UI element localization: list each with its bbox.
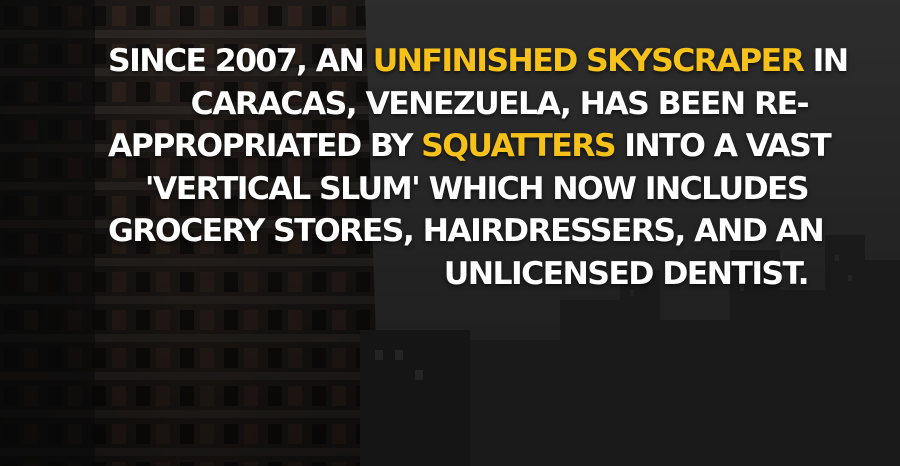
fact-caption: SINCE 2007, AN UNFINISHED SKYSCRAPER IN …	[108, 40, 849, 295]
caption-line-6: UNLICENSED DENTIST.	[443, 255, 810, 292]
distant-skyline	[470, 235, 900, 466]
caption-line-2: CARACAS, VENEZUELA, HAS BEEN RE-	[190, 85, 810, 122]
highlight-squatters: SQUATTERS	[421, 128, 616, 164]
caption-line-4: 'VERTICAL SLUM' WHICH NOW INCLUDES	[144, 170, 810, 207]
caption-line-3: APPROPRIATED BY SQUATTERS INTO A VAST	[108, 128, 832, 164]
highlight-unfinished-skyscraper: UNFINISHED SKYSCRAPER	[372, 43, 805, 79]
caption-line-1: SINCE 2007, AN UNFINISHED SKYSCRAPER IN	[108, 43, 849, 79]
caption-line-5: GROCERY STORES, HAIRDRESSERS, AND AN	[108, 213, 825, 249]
